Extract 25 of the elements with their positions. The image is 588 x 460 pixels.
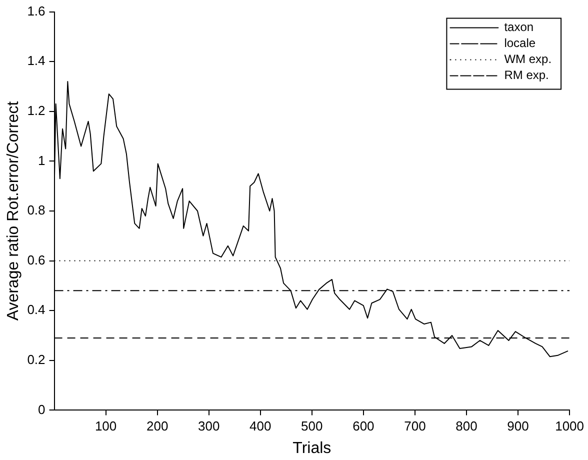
y-tick-label: 0 <box>38 402 46 417</box>
y-tick-label: 0.8 <box>27 202 46 218</box>
y-tick-label: 1.2 <box>27 102 46 118</box>
x-tick-label: 600 <box>352 418 374 434</box>
x-tick-label: 1000 <box>555 418 584 434</box>
y-tick-label: 0.6 <box>27 252 46 268</box>
legend-label: WM exp. <box>504 52 552 66</box>
x-tick-label: 100 <box>94 418 117 434</box>
y-tick-label: 1.6 <box>27 3 46 18</box>
x-tick-label: 700 <box>404 418 426 434</box>
y-tick-label: 1.4 <box>27 53 46 68</box>
y-tick-label: 0.2 <box>27 352 46 367</box>
x-tick-label: 900 <box>507 418 529 434</box>
y-tick-label: 0.4 <box>27 302 46 318</box>
x-tick-label: 500 <box>301 418 323 434</box>
x-tick-label: 200 <box>146 418 168 434</box>
legend-label: locale <box>504 36 536 50</box>
x-tick-label: 400 <box>250 418 272 434</box>
y-axis-title: Average ratio Rot.error/Correct <box>5 100 22 321</box>
legend-label: RM exp. <box>504 68 549 82</box>
x-axis-title: Trials <box>292 440 332 457</box>
x-tick-label: 300 <box>198 418 220 434</box>
legend-label: taxon <box>504 20 534 34</box>
x-tick-label: 800 <box>456 418 478 434</box>
y-tick-label: 1 <box>38 152 46 168</box>
